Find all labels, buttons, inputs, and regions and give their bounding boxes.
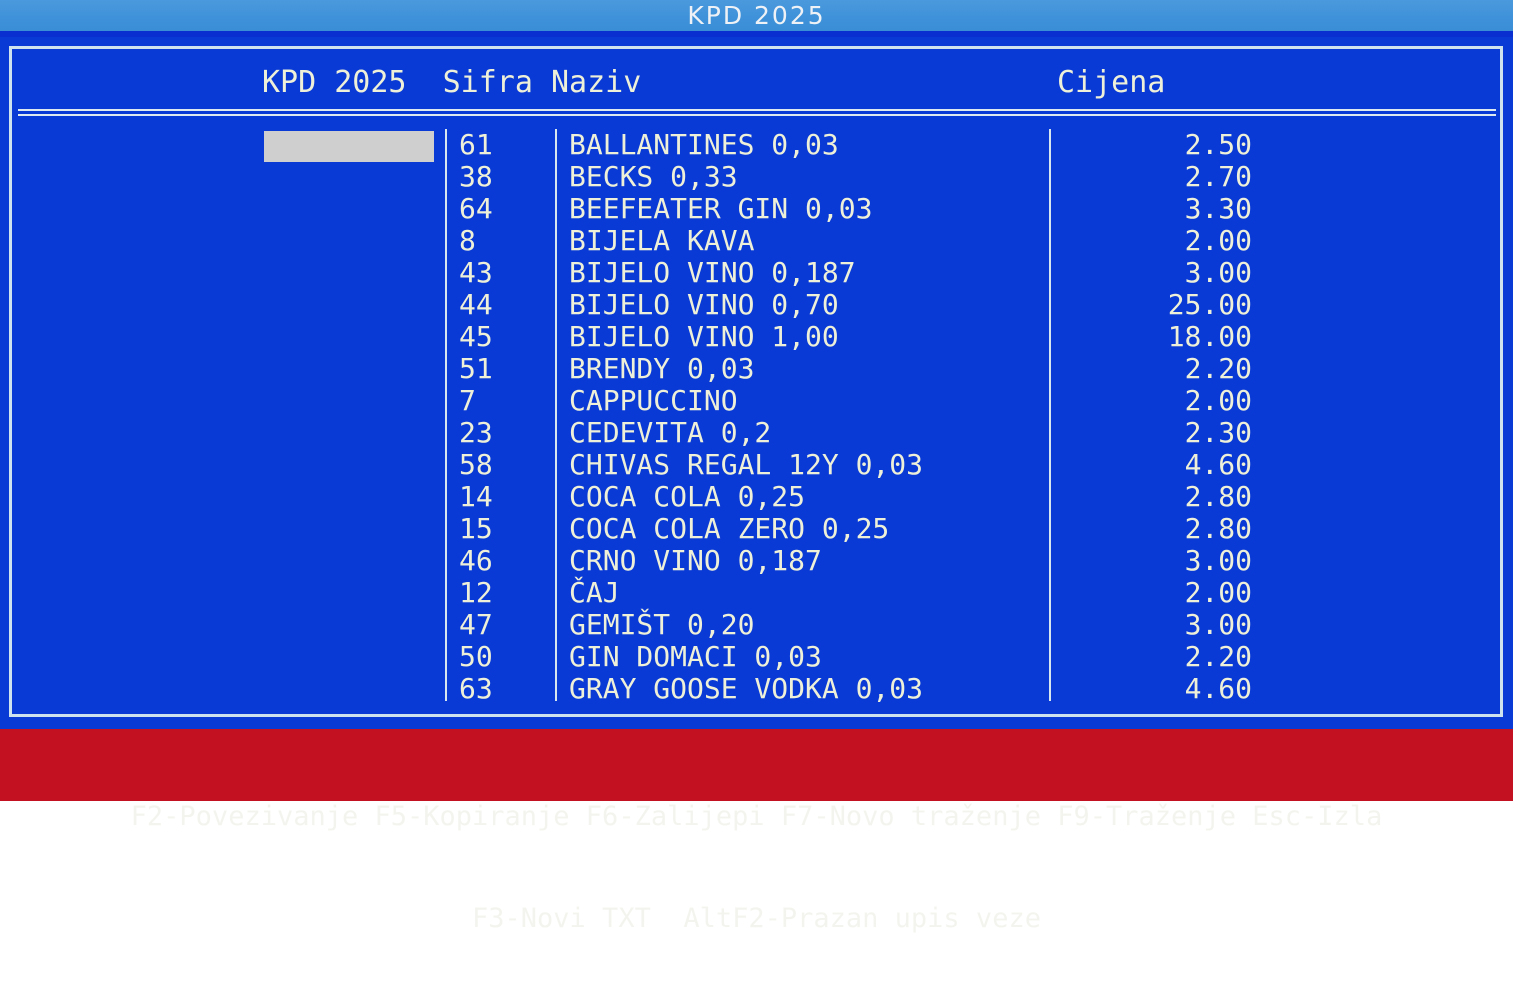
- status-bar-line-2: F3-Novi TXT AltF2-Prazan upis veze: [472, 903, 1041, 934]
- title-bar-underline: [0, 31, 1513, 37]
- table-row[interactable]: 51 BRENDY 0,03 2.20: [12, 353, 1500, 385]
- table-row[interactable]: 12 ČAJ 2.00: [12, 577, 1500, 609]
- cell-name: BRENDY 0,03: [569, 352, 755, 385]
- cell-code: 45: [459, 320, 493, 353]
- cell-code: 61: [459, 128, 493, 161]
- table-row[interactable]: 47 GEMIŠT 0,20 3.00: [12, 609, 1500, 641]
- cell-code: 63: [459, 672, 493, 705]
- cell-name: COCA COLA ZERO 0,25: [569, 512, 890, 545]
- table-row[interactable]: 61 BALLANTINES 0,03 2.50: [12, 129, 1500, 161]
- window-title: KPD 2025: [687, 1, 826, 30]
- application-window: KPD 2025 KPD 2025 Sifra Naziv Cijena 61 B…: [0, 0, 1513, 934]
- cell-code: 8: [459, 224, 476, 257]
- cell-code: 46: [459, 544, 493, 577]
- table-row[interactable]: 50 GIN DOMACI 0,03 2.20: [12, 641, 1500, 673]
- header-divider-line-bottom: [18, 114, 1496, 116]
- cell-name: ČAJ: [569, 576, 620, 609]
- cell-price: 2.00: [1184, 384, 1252, 417]
- cell-price: 3.30: [1184, 192, 1252, 225]
- cell-name: CRNO VINO 0,187: [569, 544, 822, 577]
- cell-price: 2.20: [1184, 640, 1252, 673]
- status-bar: F2-Povezivanje F5-Kopiranje F6-Zalijepi …: [0, 729, 1513, 934]
- cell-price: 2.20: [1184, 352, 1252, 385]
- cell-price: 2.70: [1184, 160, 1252, 193]
- item-rows: 61 BALLANTINES 0,03 2.50 38 BECKS 0,33 2.70 64…: [12, 129, 1500, 705]
- table-row[interactable]: 43 BIJELO VINO 0,187 3.00: [12, 257, 1500, 289]
- cell-code: 50: [459, 640, 493, 673]
- cell-price: 3.00: [1184, 544, 1252, 577]
- content-frame: KPD 2025 Sifra Naziv Cijena 61 BALLANTINE…: [9, 46, 1503, 717]
- column-header: KPD 2025 Sifra Naziv Cijena: [12, 59, 1500, 107]
- table-row[interactable]: 45 BIJELO VINO 1,00 18.00: [12, 321, 1500, 353]
- cell-name: BIJELA KAVA: [569, 224, 755, 257]
- cell-price: 4.60: [1184, 448, 1252, 481]
- grid-column-separator-1: [445, 129, 447, 701]
- cell-code: 51: [459, 352, 493, 385]
- table-row[interactable]: 8 BIJELA KAVA 2.00: [12, 225, 1500, 257]
- status-bar-line-1: F2-Povezivanje F5-Kopiranje F6-Zalijepi …: [130, 801, 1383, 832]
- table-row[interactable]: 64 BEEFEATER GIN 0,03 3.30: [12, 193, 1500, 225]
- search-input[interactable]: [264, 131, 434, 162]
- cell-price: 2.80: [1184, 512, 1252, 545]
- cell-name: BALLANTINES 0,03: [569, 128, 839, 161]
- cell-name: BIJELO VINO 1,00: [569, 320, 839, 353]
- cell-code: 7: [459, 384, 476, 417]
- cell-price: 3.00: [1184, 256, 1252, 289]
- cell-name: CEDEVITA 0,2: [569, 416, 772, 449]
- cell-code: 14: [459, 480, 493, 513]
- cell-price: 2.50: [1184, 128, 1252, 161]
- grid-column-separator-3: [1049, 129, 1051, 701]
- table-row[interactable]: 7 CAPPUCCINO 2.00: [12, 385, 1500, 417]
- cell-name: BEEFEATER GIN 0,03: [569, 192, 873, 225]
- cell-code: 12: [459, 576, 493, 609]
- table-row[interactable]: 14 COCA COLA 0,25 2.80: [12, 481, 1500, 513]
- cell-code: 47: [459, 608, 493, 641]
- cell-name: BECKS 0,33: [569, 160, 738, 193]
- cell-name: GIN DOMACI 0,03: [569, 640, 822, 673]
- cell-name: BIJELO VINO 0,70: [569, 288, 839, 321]
- cell-name: COCA COLA 0,25: [569, 480, 806, 513]
- cell-code: 43: [459, 256, 493, 289]
- cell-price: 4.60: [1184, 672, 1252, 705]
- cell-code: 15: [459, 512, 493, 545]
- cell-code: 44: [459, 288, 493, 321]
- cell-code: 64: [459, 192, 493, 225]
- cell-name: GEMIŠT 0,20: [569, 608, 755, 641]
- cell-price: 25.00: [1167, 288, 1252, 321]
- cell-name: CHIVAS REGAL 12Y 0,03: [569, 448, 924, 481]
- column-header-left: KPD 2025 Sifra Naziv: [262, 65, 642, 100]
- cell-code: 23: [459, 416, 493, 449]
- cell-name: BIJELO VINO 0,187: [569, 256, 856, 289]
- header-divider-line-top: [18, 109, 1496, 111]
- cell-price: 2.00: [1184, 576, 1252, 609]
- table-row[interactable]: 58 CHIVAS REGAL 12Y 0,03 4.60: [12, 449, 1500, 481]
- cell-code: 58: [459, 448, 493, 481]
- table-row[interactable]: 23 CEDEVITA 0,2 2.30: [12, 417, 1500, 449]
- header-divider: [18, 109, 1496, 116]
- column-header-price: Cijena: [1057, 65, 1166, 100]
- cell-name: CAPPUCCINO: [569, 384, 738, 417]
- cell-price: 2.00: [1184, 224, 1252, 257]
- table-row[interactable]: 15 COCA COLA ZERO 0,25 2.80: [12, 513, 1500, 545]
- table-row[interactable]: 38 BECKS 0,33 2.70: [12, 161, 1500, 193]
- item-grid: 61 BALLANTINES 0,03 2.50 38 BECKS 0,33 2.70 64…: [12, 129, 1500, 709]
- table-row[interactable]: 46 CRNO VINO 0,187 3.00: [12, 545, 1500, 577]
- grid-column-separator-2: [555, 129, 557, 701]
- table-row[interactable]: 63 GRAY GOOSE VODKA 0,03 4.60: [12, 673, 1500, 705]
- title-bar: KPD 2025: [0, 0, 1513, 31]
- cell-price: 18.00: [1167, 320, 1252, 353]
- table-row[interactable]: 44 BIJELO VINO 0,70 25.00: [12, 289, 1500, 321]
- cell-name: GRAY GOOSE VODKA 0,03: [569, 672, 924, 705]
- cell-price: 3.00: [1184, 608, 1252, 641]
- cell-price: 2.80: [1184, 480, 1252, 513]
- cell-price: 2.30: [1184, 416, 1252, 449]
- cell-code: 38: [459, 160, 493, 193]
